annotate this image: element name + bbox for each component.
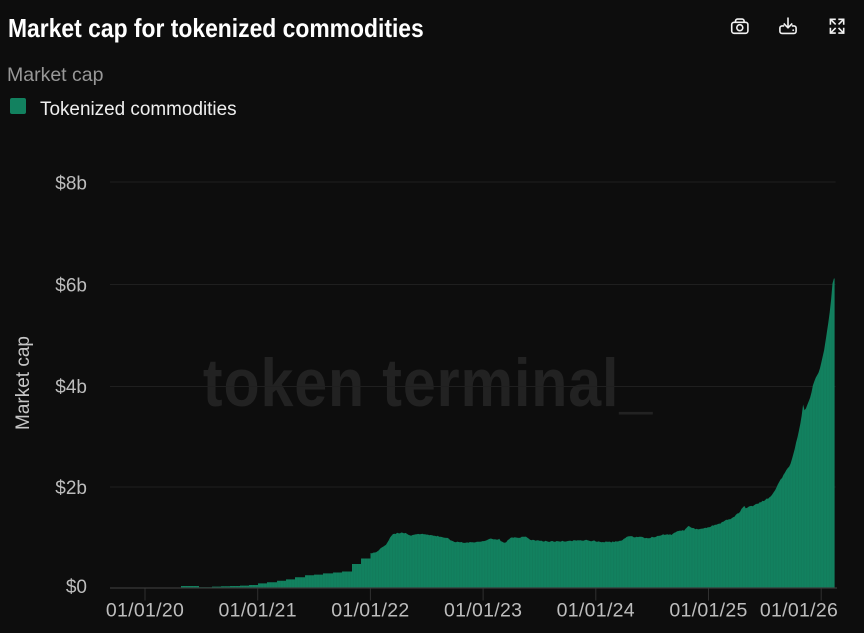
svg-text:$0: $0 [66, 577, 87, 598]
svg-text:01/01/26: 01/01/26 [760, 600, 838, 622]
svg-text:01/01/24: 01/01/24 [557, 600, 635, 622]
svg-text:01/01/21: 01/01/21 [219, 600, 297, 622]
svg-text:$6b: $6b [55, 276, 87, 297]
svg-text:$4b: $4b [55, 377, 87, 398]
svg-text:$2b: $2b [55, 478, 87, 499]
svg-text:$8b: $8b [55, 174, 87, 195]
svg-text:Market cap: Market cap [13, 336, 34, 430]
svg-text:token terminal_: token terminal_ [203, 344, 653, 421]
svg-text:01/01/22: 01/01/22 [331, 600, 409, 622]
svg-text:01/01/23: 01/01/23 [444, 600, 522, 622]
svg-text:01/01/25: 01/01/25 [669, 600, 747, 622]
svg-text:01/01/20: 01/01/20 [106, 600, 184, 622]
